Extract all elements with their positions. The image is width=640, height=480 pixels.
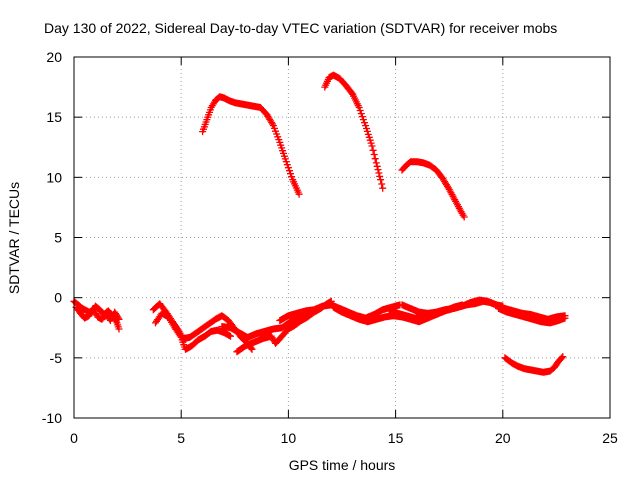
x-tick-label: 0	[70, 430, 78, 446]
grid-lines	[74, 57, 610, 418]
y-tick-label: 15	[46, 109, 62, 125]
y-tick-label: 5	[54, 230, 62, 246]
series-arc-12	[501, 353, 567, 376]
y-axis-ticks: -10 -5 0 5 10 15 20	[42, 49, 610, 426]
series-arc-4	[152, 309, 234, 353]
y-tick-label: -5	[50, 350, 63, 366]
series-markers	[321, 71, 387, 192]
series-arc-14	[321, 71, 387, 192]
plot-frame	[73, 56, 611, 419]
series-arc-15	[398, 158, 468, 221]
y-tick-label: 10	[46, 169, 62, 185]
y-axis-label: SDTVAR / TECUs	[6, 182, 22, 294]
y-tick-label: 20	[46, 49, 62, 65]
data-points	[70, 71, 569, 376]
series-markers	[152, 309, 234, 353]
x-tick-label: 25	[602, 430, 618, 446]
series-markers	[495, 305, 569, 327]
series-markers	[72, 303, 123, 324]
series-markers	[199, 93, 303, 198]
series-markers	[501, 353, 567, 376]
x-tick-label: 20	[495, 430, 511, 446]
y-tick-label: 0	[54, 290, 62, 306]
series-arc-13	[199, 93, 303, 198]
x-tick-label: 10	[281, 430, 297, 446]
x-tick-label: 15	[388, 430, 404, 446]
series-arc-11	[495, 305, 569, 327]
y-tick-label: -10	[42, 410, 62, 426]
x-tick-label: 5	[177, 430, 185, 446]
series-markers	[398, 158, 468, 221]
x-axis-label: GPS time / hours	[289, 457, 396, 473]
chart-title: Day 130 of 2022, Sidereal Day-to-day VTE…	[44, 20, 557, 36]
series-arc-2	[72, 303, 123, 324]
